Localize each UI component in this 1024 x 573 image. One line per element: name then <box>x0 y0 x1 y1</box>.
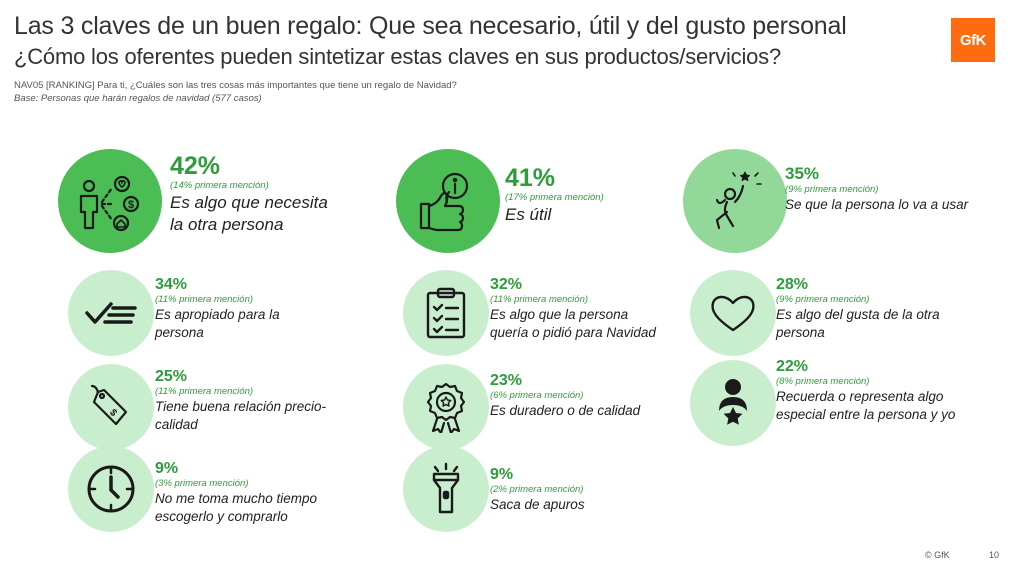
percentage: 34% <box>155 276 188 293</box>
percentage: 42% <box>170 152 221 180</box>
list-item: 35% (9% primera mención) Se que la perso… <box>785 164 995 213</box>
percentage: 28% <box>776 276 809 293</box>
first-mention: (2% primera mención) <box>490 484 584 495</box>
clock-icon <box>68 446 154 532</box>
item-description: Es apropiado para la persona <box>155 307 280 340</box>
percentage: 25% <box>155 368 188 385</box>
first-mention: (11% primera mención) <box>155 294 254 305</box>
item-description: Se que la persona lo va a usar <box>785 197 969 212</box>
item-description: Es algo que la persona quería o pidió pa… <box>490 307 656 340</box>
list-item: 9% (2% primera mención) Saca de apuros <box>490 466 670 514</box>
first-mention: (9% primera mención) <box>776 294 870 305</box>
item-description: Recuerda o representa algo especial entr… <box>776 389 956 422</box>
checkmark-lines-icon <box>68 270 154 356</box>
first-mention: (9% primera mención) <box>785 184 879 195</box>
percentage: 35% <box>785 164 820 183</box>
percentage: 22% <box>776 358 809 375</box>
first-mention: (11% primera mención) <box>155 386 254 397</box>
gfk-logo: GfK <box>951 18 995 62</box>
list-item: 32% (11% primera mención) Es algo que la… <box>490 276 680 341</box>
award-badge-icon <box>403 364 489 450</box>
percentage: 32% <box>490 276 523 293</box>
first-mention: (6% primera mención) <box>490 390 584 401</box>
list-item: 23% (6% primera mención) Es duradero o d… <box>490 372 670 420</box>
item-description: Es algo del gusta de la otra persona <box>776 307 940 340</box>
item-description: Es algo que necesita la otra persona <box>170 193 328 234</box>
item-description: Saca de apuros <box>490 497 585 512</box>
page-number: 10 <box>989 550 1000 560</box>
survey-question: NAV05 [RANKING] Para ti, ¿Cuáles son las… <box>14 80 457 91</box>
first-mention: (17% primera mención) <box>505 192 604 203</box>
page-subtitle: ¿Cómo los oferentes pueden sintetizar es… <box>14 44 782 69</box>
first-mention: (14% primera mención) <box>170 180 269 191</box>
percentage: 9% <box>155 460 179 477</box>
list-item: 25% (11% primera mención) Tiene buena re… <box>155 368 345 433</box>
list-item: 42% (14% primera mención) Es algo que ne… <box>170 152 370 236</box>
person-star-icon <box>690 360 776 446</box>
celebrating-person-icon <box>683 149 787 253</box>
page-title: Las 3 claves de un buen regalo: Que sea … <box>14 12 847 40</box>
person-network-icon: $ <box>58 149 162 253</box>
item-description: Es útil <box>505 205 552 224</box>
list-item: 9% (3% primera mención) No me toma mucho… <box>155 460 355 525</box>
percentage: 23% <box>490 372 523 389</box>
item-description: Tiene buena relación precio-calidad <box>155 399 326 432</box>
copyright: © GfK <box>925 550 950 560</box>
heart-icon <box>690 270 776 356</box>
clipboard-checklist-icon <box>403 270 489 356</box>
list-item: 22% (8% primera mención) Recuerda o repr… <box>776 358 976 423</box>
first-mention: (3% primera mención) <box>155 478 249 489</box>
price-tag-icon: $ <box>68 364 154 450</box>
flashlight-icon <box>403 446 489 532</box>
item-description: Es duradero o de calidad <box>490 403 641 418</box>
list-item: 28% (9% primera mención) Es algo del gus… <box>776 276 976 341</box>
list-item: 34% (11% primera mención) Es apropiado p… <box>155 276 335 341</box>
thumbs-up-info-icon <box>396 149 500 253</box>
survey-base: Base: Personas que harán regalos de navi… <box>14 93 262 104</box>
list-item: 41% (17% primera mención) Es útil <box>505 164 685 226</box>
item-description: No me toma mucho tiempo escogerlo y comp… <box>155 491 318 524</box>
first-mention: (11% primera mención) <box>490 294 589 305</box>
svg-text:$: $ <box>128 199 134 211</box>
percentage: 9% <box>490 466 514 483</box>
percentage: 41% <box>505 164 556 192</box>
first-mention: (8% primera mención) <box>776 376 870 387</box>
